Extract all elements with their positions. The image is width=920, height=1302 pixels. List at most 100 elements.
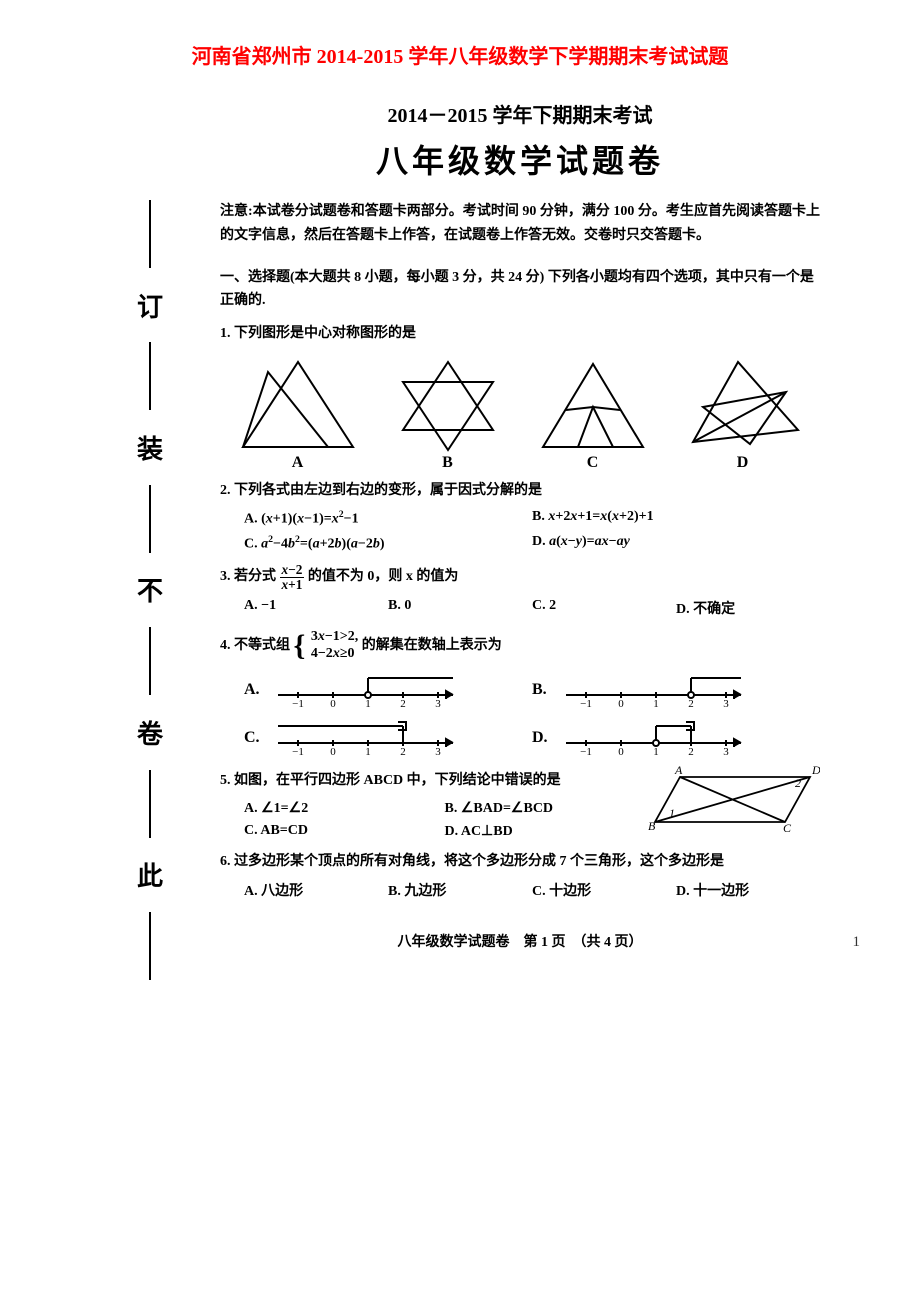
svg-text:2: 2 — [688, 746, 694, 758]
svg-text:1: 1 — [365, 746, 371, 758]
q3-pre: 3. 若分式 — [220, 569, 280, 584]
q3-opt-a: A. −1 — [244, 598, 388, 618]
q1-fig-a: A — [233, 352, 363, 472]
q4-opt-b: B. −1 0 1 2 3 — [532, 670, 820, 710]
question-5-row: 5. 如图，在平行四边形 ABCD 中，下列结论中错误的是 A. ∠1=∠2 B… — [220, 762, 820, 842]
svg-text:1: 1 — [653, 698, 659, 710]
binding-line — [149, 627, 151, 695]
binding-line — [149, 342, 151, 410]
q4-pre: 4. 不等式组 — [220, 638, 294, 653]
section-1-heading: 一、选择题(本大题共 8 小题，每小题 3 分，共 24 分) 下列各小题均有四… — [220, 266, 820, 314]
q2-opt-d: D. a(x−y)=ax−ay — [532, 534, 820, 553]
binding-char: 装 — [137, 429, 163, 466]
q5-parallelogram: A D B C 1 2 — [645, 762, 820, 840]
number-line-b: −1 0 1 2 3 — [556, 670, 756, 710]
q1-fig-d: D — [678, 352, 808, 472]
q5-opt-a: A. ∠1=∠2 — [244, 800, 445, 817]
notice-lead: 注意: — [220, 204, 253, 219]
binding-char: 订 — [137, 287, 163, 324]
q5-options: A. ∠1=∠2 B. ∠BAD=∠BCD C. AB=CD D. AC⊥BD — [244, 797, 645, 843]
q5-vertex-b: B — [648, 819, 656, 833]
q1-label-b: B — [388, 454, 508, 472]
q5-opt-b: B. ∠BAD=∠BCD — [445, 800, 646, 817]
binding-margin: 订 装 不 卷 此 — [130, 200, 170, 980]
q5-opt-c: C. AB=CD — [244, 823, 445, 840]
q1-shape-d — [678, 352, 808, 452]
number-line-c: −10123 — [268, 718, 468, 758]
binding-char: 卷 — [137, 714, 163, 751]
q3-frac-den: x+1 — [280, 578, 305, 591]
q1-figures: A B C — [220, 352, 820, 472]
q5-vertex-a: A — [674, 763, 683, 777]
svg-text:0: 0 — [618, 746, 624, 758]
exam-subheader: 2014－2015 学年下期期末考试 — [220, 99, 820, 128]
svg-text:2: 2 — [688, 698, 694, 710]
svg-text:0: 0 — [330, 698, 336, 710]
exam-page: 河南省郑州市 2014-2015 学年八年级数学下学期期末考试试题 订 装 不 … — [0, 0, 920, 991]
exam-title: 八年级数学试题卷 — [220, 136, 820, 182]
binding-line — [149, 770, 151, 838]
question-1: 1. 下列图形是中心对称图形的是 — [220, 323, 820, 345]
svg-text:3: 3 — [723, 698, 729, 710]
number-line-a: −10123 — [268, 670, 468, 710]
q3-opt-d: D. 不确定 — [676, 598, 820, 618]
q2-options: A. (x+1)(x−1)=x2−1 B. x+2x+1=x(x+2)+1 C.… — [244, 506, 820, 555]
q4-opt-a: A. −10123 — [244, 670, 532, 710]
question-4: 4. 不等式组 { 3x−1>2, 4−2x≥0 的解集在数轴上表示为 — [220, 629, 820, 663]
q5-vertex-d: D — [811, 763, 820, 777]
q4-post: 的解集在数轴上表示为 — [362, 638, 502, 653]
exam-notice: 注意:本试卷分试题卷和答题卡两部分。考试时间 90 分钟，满分 100 分。考生… — [220, 200, 820, 248]
svg-text:3: 3 — [435, 746, 441, 758]
svg-text:−1: −1 — [580, 698, 592, 710]
q2-opt-a: A. (x+1)(x−1)=x2−1 — [244, 509, 532, 528]
svg-text:3: 3 — [435, 698, 441, 710]
svg-text:0: 0 — [618, 698, 624, 710]
q6-opt-a: A. 八边形 — [244, 880, 388, 900]
q3-opt-b: B. 0 — [388, 598, 532, 618]
q4-system: 3x−1>2, 4−2x≥0 — [311, 629, 358, 663]
q1-label-d: D — [678, 454, 808, 472]
svg-text:−1: −1 — [292, 746, 304, 758]
q6-opt-c: C. 十边形 — [532, 880, 676, 900]
number-line-d: −10123 — [556, 718, 756, 758]
q3-post: 的值不为 0，则 x 的值为 — [308, 569, 459, 584]
question-5-text: 5. 如图，在平行四边形 ABCD 中，下列结论中错误的是 A. ∠1=∠2 B… — [220, 762, 645, 842]
q4-label-b: B. — [532, 681, 556, 699]
binding-line — [149, 485, 151, 553]
q5-angle-2: 2 — [795, 776, 801, 790]
question-2: 2. 下列各式由左边到右边的变形，属于因式分解的是 — [220, 480, 820, 502]
document-title: 河南省郑州市 2014-2015 学年八年级数学下学期期末考试试题 — [0, 40, 920, 69]
content-area: 2014－2015 学年下期期末考试 八年级数学试题卷 注意:本试卷分试题卷和答… — [220, 99, 820, 951]
q5-opt-d: D. AC⊥BD — [445, 823, 646, 840]
question-5: 5. 如图，在平行四边形 ABCD 中，下列结论中错误的是 — [220, 770, 645, 792]
q4-label-a: A. — [244, 681, 268, 699]
q4-ineq2: 4−2x≥0 — [311, 646, 358, 663]
q3-frac-num: x−2 — [280, 563, 305, 577]
brace-icon: { — [294, 631, 306, 661]
q6-options: A. 八边形 B. 九边形 C. 十边形 D. 十一边形 — [244, 877, 820, 903]
q1-label-a: A — [233, 454, 363, 472]
q4-options: A. −10123 B. — [244, 666, 820, 762]
q2-opt-b: B. x+2x+1=x(x+2)+1 — [532, 509, 820, 528]
svg-text:3: 3 — [723, 746, 729, 758]
q1-shape-b — [388, 352, 508, 452]
q5-vertex-c: C — [783, 821, 792, 835]
q3-opt-c: C. 2 — [532, 598, 676, 618]
q6-opt-b: B. 九边形 — [388, 880, 532, 900]
q4-opt-c: C. −10123 — [244, 718, 532, 758]
svg-text:1: 1 — [653, 746, 659, 758]
q1-shape-a — [233, 352, 363, 452]
page-number: 1 — [853, 934, 861, 951]
q4-opt-d: D. −10123 — [532, 718, 820, 758]
notice-body: 本试卷分试题卷和答题卡两部分。考试时间 90 分钟，满分 100 分。考生应首先… — [220, 204, 820, 243]
q1-fig-b: B — [388, 352, 508, 472]
svg-text:2: 2 — [400, 746, 406, 758]
binding-char: 不 — [137, 571, 163, 608]
binding-line — [149, 200, 151, 268]
q1-shape-c — [533, 352, 653, 452]
q4-label-c: C. — [244, 729, 268, 747]
q6-opt-d: D. 十一边形 — [676, 880, 820, 900]
q1-fig-c: C — [533, 352, 653, 472]
binding-char: 此 — [137, 856, 163, 893]
binding-line — [149, 912, 151, 980]
